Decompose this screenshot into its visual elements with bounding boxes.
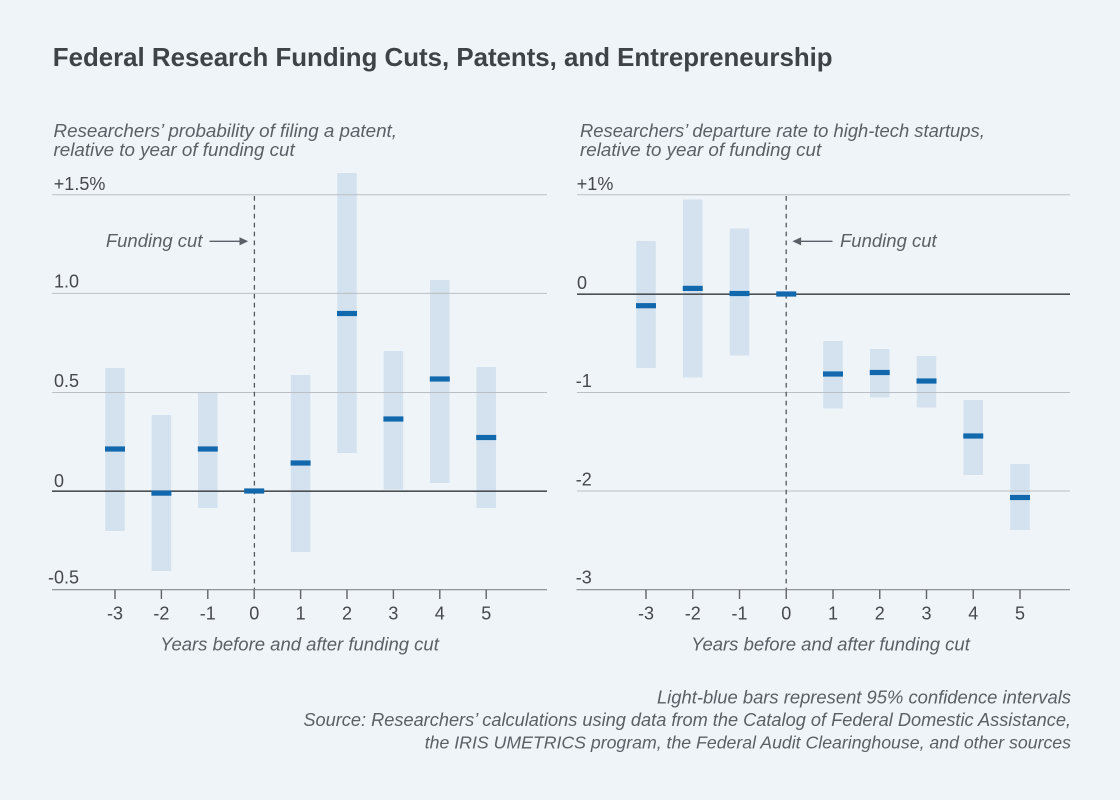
svg-text:Funding cut: Funding cut — [840, 230, 938, 251]
svg-text:3: 3 — [921, 604, 931, 624]
svg-text:2: 2 — [342, 604, 352, 624]
svg-text:-2: -2 — [576, 470, 592, 490]
svg-text:5: 5 — [1015, 604, 1025, 624]
svg-text:Source: Researchers’ calculati: Source: Researchers’ calculations using … — [303, 710, 1071, 730]
svg-text:0: 0 — [577, 273, 587, 293]
svg-text:1: 1 — [828, 604, 838, 624]
svg-text:-0.5: -0.5 — [48, 568, 79, 588]
svg-text:-1: -1 — [200, 604, 216, 624]
svg-text:0: 0 — [781, 604, 791, 624]
svg-text:1: 1 — [296, 604, 306, 624]
svg-text:Years before and after funding: Years before and after funding cut — [691, 634, 971, 655]
svg-text:-3: -3 — [576, 568, 592, 588]
svg-text:0.5: 0.5 — [54, 371, 79, 391]
svg-text:relative to year of funding cu: relative to year of funding cut — [580, 139, 822, 160]
svg-text:1.0: 1.0 — [54, 272, 79, 292]
svg-text:-2: -2 — [153, 604, 169, 624]
svg-text:3: 3 — [388, 604, 398, 624]
svg-text:-1: -1 — [731, 604, 747, 624]
svg-text:+1%: +1% — [577, 174, 614, 194]
svg-text:Light-blue bars represent 95%: Light-blue bars represent 95% confidence… — [657, 687, 1071, 708]
svg-text:-3: -3 — [107, 604, 123, 624]
svg-text:-3: -3 — [638, 604, 654, 624]
svg-text:Federal Research Funding Cuts,: Federal Research Funding Cuts, Patents, … — [53, 44, 833, 72]
svg-text:Researchers’ departure rate to: Researchers’ departure rate to high-tech… — [580, 120, 985, 141]
svg-text:+1.5%: +1.5% — [54, 174, 106, 194]
svg-text:0: 0 — [249, 604, 259, 624]
svg-text:relative to year of funding cu: relative to year of funding cut — [54, 139, 296, 160]
svg-text:-1: -1 — [576, 371, 592, 391]
svg-text:Researchers’ probability of fi: Researchers’ probability of filing a pat… — [54, 120, 397, 141]
svg-text:-2: -2 — [685, 604, 701, 624]
svg-text:4: 4 — [968, 604, 978, 624]
svg-text:2: 2 — [875, 604, 885, 624]
svg-text:0: 0 — [54, 471, 64, 491]
svg-text:4: 4 — [435, 604, 445, 624]
svg-text:Years before and after funding: Years before and after funding cut — [160, 634, 440, 655]
svg-text:the IRIS UMETRICS program, the: the IRIS UMETRICS program, the Federal A… — [425, 733, 1071, 753]
svg-text:5: 5 — [481, 604, 491, 624]
svg-text:Funding cut: Funding cut — [106, 230, 204, 251]
